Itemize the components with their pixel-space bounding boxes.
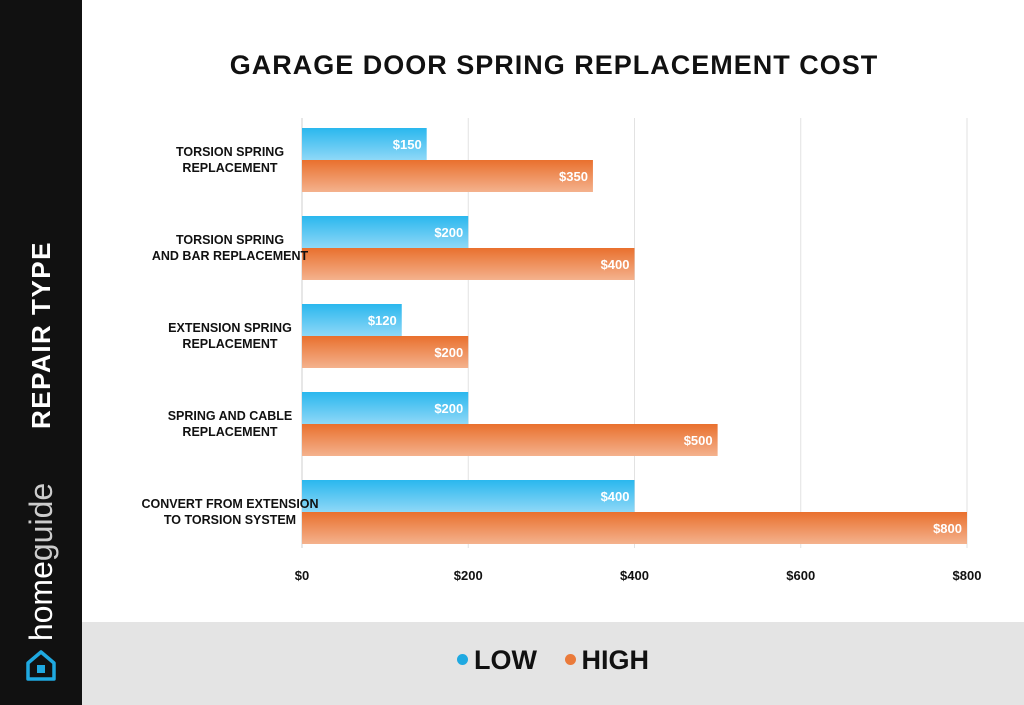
category-label: CONVERT FROM EXTENSION TO TORSION SYSTEM xyxy=(141,497,318,527)
legend-high-dot xyxy=(564,654,576,666)
bar-low xyxy=(302,128,427,160)
chart-title: GARAGE DOOR SPRING REPLACEMENT COST xyxy=(229,50,879,80)
data-label-high: $400 xyxy=(601,257,630,272)
sidebar: REPAIR TYPE homeguide xyxy=(0,0,82,705)
legend-low-dot xyxy=(457,654,468,666)
legend-item-low: LOW xyxy=(457,645,537,676)
x-tick-label: $600 xyxy=(786,568,815,583)
data-label-low: $200 xyxy=(434,225,463,240)
category-label: TORSION SPRING AND BAR REPLACEMENT xyxy=(152,233,309,263)
data-label-low: $120 xyxy=(368,313,397,328)
data-label-low: $200 xyxy=(434,401,463,416)
x-tick-label: $0 xyxy=(295,568,309,583)
legend-high-label: HIGH xyxy=(581,645,650,675)
bar-high xyxy=(302,424,718,456)
bar-high xyxy=(302,248,635,280)
bar-low xyxy=(302,480,635,512)
data-label-high: $800 xyxy=(933,521,962,536)
data-label-low: $400 xyxy=(601,489,630,504)
data-label-high: $350 xyxy=(559,169,588,184)
category-label: EXTENSION SPRING REPLACEMENT xyxy=(168,321,292,351)
data-label-high: $200 xyxy=(434,345,463,360)
x-tick-label: $800 xyxy=(953,568,982,583)
bar-low xyxy=(302,392,469,424)
bar-high xyxy=(302,512,967,544)
legend-footer xyxy=(82,622,1024,705)
bar-low xyxy=(302,304,402,336)
x-tick-label: $400 xyxy=(620,568,649,583)
house-icon xyxy=(26,650,56,681)
bar-low xyxy=(302,216,469,248)
data-label-high: $500 xyxy=(684,433,713,448)
category-label: TORSION SPRING REPLACEMENT xyxy=(176,145,284,175)
legend: LOW HIGH xyxy=(82,645,1024,676)
legend-item-high: HIGH xyxy=(564,645,650,676)
bar-high xyxy=(302,336,469,368)
data-label-low: $150 xyxy=(393,137,422,152)
category-label: SPRING AND CABLE REPLACEMENT xyxy=(168,409,293,439)
x-tick-label: $200 xyxy=(454,568,483,583)
legend-low-label: LOW xyxy=(474,645,537,675)
bar-high xyxy=(302,160,593,192)
